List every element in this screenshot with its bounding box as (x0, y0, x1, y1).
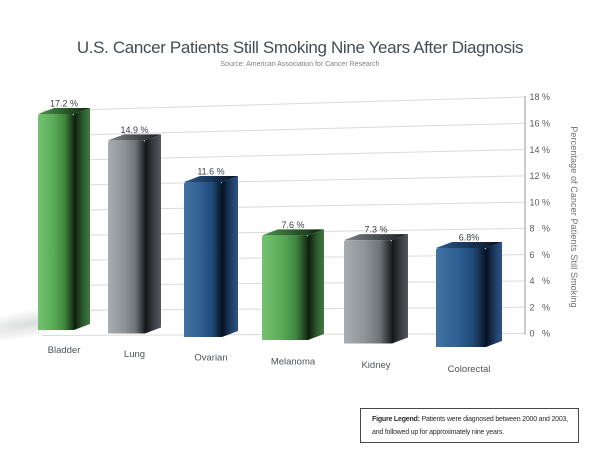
y-tick-percent: % (542, 197, 550, 207)
y-tick-number: 14 (530, 145, 540, 155)
y-tick-percent: % (542, 329, 550, 339)
bar-top-face (108, 134, 161, 141)
bar-kidney: 7.3 % Kidney (344, 225, 408, 371)
bar-value-label: 17.2 % (50, 98, 78, 108)
bar-side-face (392, 234, 408, 344)
figure-legend-line1: Figure Legend: Patients were diagnosed b… (372, 413, 578, 426)
bar-value-label: 6.8% (459, 232, 480, 242)
y-tick-number: 8 (530, 224, 535, 234)
bar-side-face (222, 176, 238, 337)
y-tick-number: 6 (530, 250, 535, 260)
y-tick-number: 16 (530, 118, 540, 128)
gridline (41, 96, 526, 112)
category-label: Bladder (48, 345, 81, 356)
category-label: Colorectal (448, 364, 491, 375)
figure-legend-label: Figure Legend: (372, 416, 420, 423)
bar-top-face (344, 234, 408, 241)
y-tick-number: 10 (530, 197, 540, 207)
y-tick-percent: % (542, 276, 550, 286)
bar-value-label: 14.9 % (120, 125, 148, 135)
y-tick-number: 12 (530, 171, 540, 181)
figure-legend-text2: and followed up for approximately nine y… (372, 429, 504, 436)
bar-value-label: 7.6 % (281, 220, 304, 230)
y-tick-number: 18 (530, 92, 540, 102)
category-label: Lung (124, 349, 145, 360)
bar-ovarian: 11.6 % Ovarian (184, 167, 238, 364)
bar-front-face (436, 247, 486, 347)
bar-melanoma: 7.6 % Melanoma (262, 220, 324, 367)
bar-lung: 14.9 % Lung (108, 125, 161, 360)
bar-top-face (262, 229, 324, 236)
y-tick-number: 2 (530, 302, 535, 312)
gridline (41, 122, 526, 137)
bar-side-face (74, 107, 90, 330)
y-tick-percent: % (542, 145, 550, 155)
chart-source: Source: American Association for Cancer … (220, 61, 380, 68)
bar-side-face (145, 134, 161, 334)
y-tick-percent: % (542, 118, 550, 128)
bar-side-face (308, 229, 324, 340)
bar-front-face (184, 182, 222, 337)
figure-legend-box: Figure Legend: Patients were diagnosed b… (360, 408, 579, 443)
bar-top-face (184, 176, 238, 183)
y-tick-percent: % (542, 302, 550, 312)
category-label: Kidney (361, 360, 390, 371)
bar-colorectal: 6.8% Colorectal (436, 232, 502, 375)
category-label: Ovarian (194, 353, 227, 364)
bar-front-face (108, 140, 145, 334)
category-label: Melanoma (271, 356, 316, 367)
y-tick-number: 0 (530, 329, 535, 339)
y-tick-percent: % (542, 171, 550, 181)
bar-bladder: 17.2 % Bladder (38, 98, 90, 356)
bar-top-face (38, 107, 90, 114)
y-tick-number: 4 (530, 276, 535, 286)
bar-front-face (38, 113, 74, 330)
y-tick-percent: % (542, 250, 550, 260)
bar-side-face (486, 241, 502, 347)
y-tick-percent: % (542, 92, 550, 102)
y-axis-title: Percentage of Cancer Patients Still Smok… (569, 126, 579, 308)
bar-value-label: 7.3 % (364, 225, 387, 235)
y-tick-percent: % (542, 224, 550, 234)
bar-front-face (344, 240, 392, 344)
bar-top-face (436, 241, 502, 248)
figure-legend-text1: Patients were diagnosed between 2000 and… (421, 416, 569, 423)
chart-title: U.S. Cancer Patients Still Smoking Nine … (76, 38, 524, 57)
bar-front-face (262, 235, 308, 340)
bar-value-label: 11.6 % (197, 167, 224, 177)
